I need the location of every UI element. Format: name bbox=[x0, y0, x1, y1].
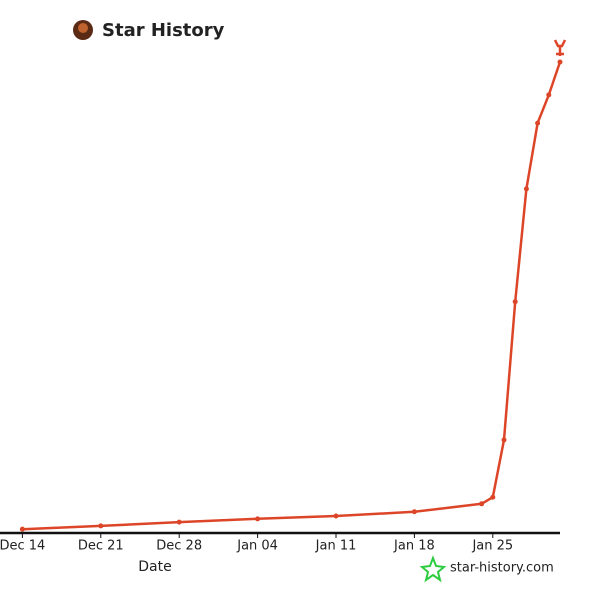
point bbox=[490, 494, 496, 500]
point bbox=[512, 299, 518, 305]
point bbox=[333, 513, 339, 519]
point bbox=[98, 523, 104, 529]
x-tick-label: Jan 18 bbox=[393, 539, 435, 554]
watermark-icon bbox=[419, 555, 447, 583]
x-tick-label: Dec 28 bbox=[156, 539, 202, 554]
plot: Dec 14 Dec 21 Dec 28 Jan 04 Jan 11 Jan 18 Jan … bbox=[0, 39, 567, 554]
x-axis-label: Date bbox=[138, 559, 171, 575]
point bbox=[557, 59, 563, 65]
x-tick-label: Jan 11 bbox=[315, 539, 357, 554]
point bbox=[19, 526, 25, 532]
chart-title: Star History bbox=[102, 20, 225, 41]
x-tick-label: Jan 04 bbox=[236, 539, 278, 554]
point bbox=[479, 501, 485, 507]
point bbox=[523, 186, 529, 192]
x-tick-label: Jan 25 bbox=[471, 539, 513, 554]
point bbox=[255, 516, 261, 522]
point bbox=[176, 519, 182, 525]
point bbox=[535, 120, 541, 126]
series-line bbox=[22, 61, 562, 531]
end-icon bbox=[553, 39, 567, 56]
point bbox=[501, 437, 507, 443]
x-tick-label: Dec 21 bbox=[78, 539, 124, 554]
point bbox=[546, 92, 552, 98]
avatar-face bbox=[78, 23, 88, 33]
watermark: star-history.com bbox=[450, 561, 554, 576]
x-tick-label: Dec 14 bbox=[0, 539, 45, 554]
point bbox=[411, 509, 417, 515]
